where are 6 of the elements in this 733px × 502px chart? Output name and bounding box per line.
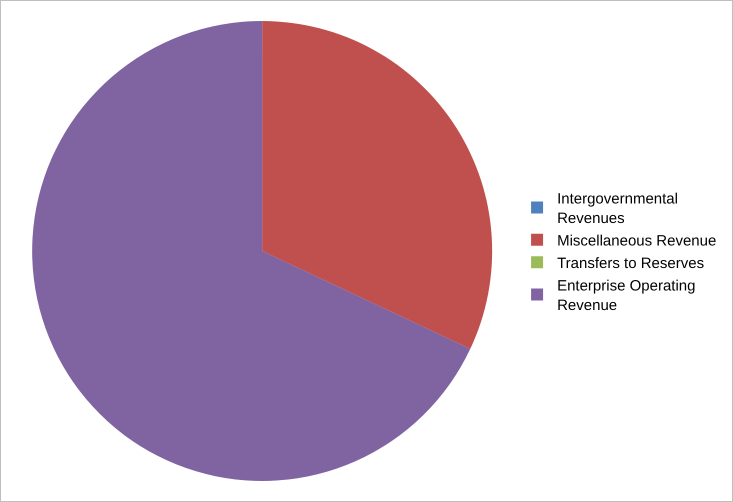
legend-label: Miscellaneous Revenue: [557, 232, 716, 250]
legend-label: Enterprise Operating Revenue: [557, 278, 696, 314]
legend-label: Transfers to Reserves: [557, 255, 704, 272]
pie-slice: [32, 21, 470, 481]
pie-slice: [262, 21, 492, 349]
legend-label: Intergovernmental Revenues: [557, 190, 678, 228]
